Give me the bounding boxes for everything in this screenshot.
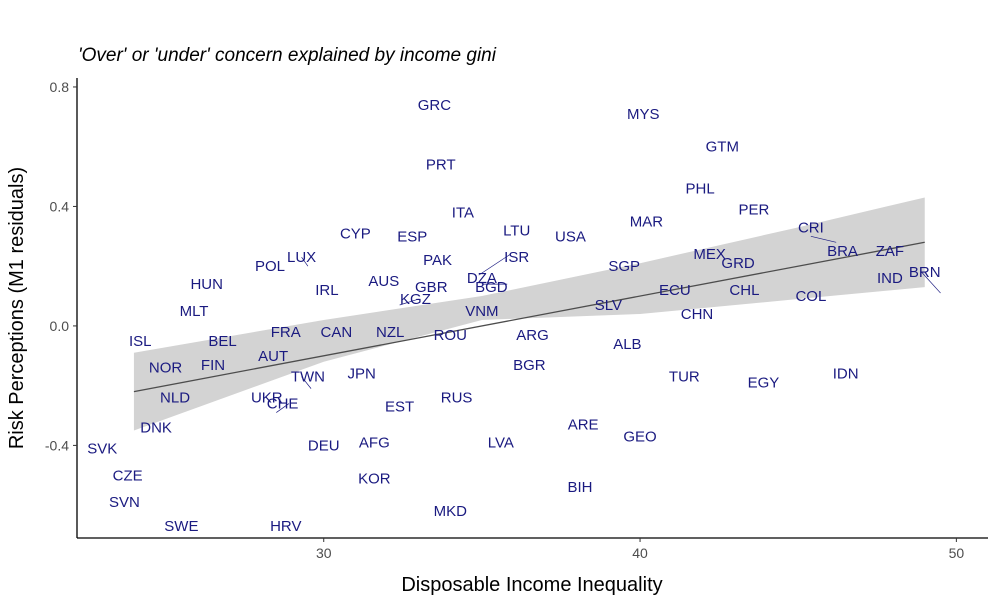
point-label-afg: AFG xyxy=(359,434,390,451)
y-tick-label: -0.4 xyxy=(45,437,69,453)
point-label-col: COL xyxy=(795,288,826,305)
leader-line xyxy=(276,403,290,413)
point-label-isr: ISR xyxy=(504,249,529,266)
point-label-usa: USA xyxy=(555,228,586,245)
point-label-swe: SWE xyxy=(164,518,198,535)
leader-line xyxy=(301,376,312,389)
point-label-kgz: KGZ xyxy=(400,291,431,308)
point-label-mex: MEX xyxy=(693,246,726,263)
point-label-fra: FRA xyxy=(271,324,301,341)
point-label-jpn: JPN xyxy=(348,366,376,383)
y-tick-label: 0.4 xyxy=(50,198,70,214)
point-label-ltu: LTU xyxy=(503,222,530,239)
point-label-slv: SLV xyxy=(595,297,622,314)
point-label-geo: GEO xyxy=(623,428,656,445)
point-label-esp: ESP xyxy=(397,228,427,245)
chart-title: 'Over' or 'under' concern explained by i… xyxy=(78,45,497,66)
point-label-idn: IDN xyxy=(833,366,859,383)
axes: -0.4 0.0 0.4 0.8 30 40 50 xyxy=(45,78,988,561)
point-label-are: ARE xyxy=(568,416,599,433)
leader-line xyxy=(301,257,309,267)
x-tick-label: 30 xyxy=(316,545,332,561)
point-label-fin: FIN xyxy=(201,357,225,374)
point-label-rus: RUS xyxy=(441,390,473,407)
point-label-twn: TWN xyxy=(291,369,325,386)
confidence-band xyxy=(133,197,925,431)
point-label-aut: AUT xyxy=(258,348,288,365)
point-label-aus: AUS xyxy=(368,273,399,290)
point-label-hun: HUN xyxy=(190,276,223,293)
point-label-rou: ROU xyxy=(434,327,467,344)
point-label-phl: PHL xyxy=(686,181,715,198)
point-label-arg: ARG xyxy=(516,327,549,344)
point-label-bel: BEL xyxy=(208,333,236,350)
leader-line xyxy=(478,253,511,276)
point-label-svk: SVK xyxy=(87,440,117,457)
point-label-bgr: BGR xyxy=(513,357,546,374)
point-label-mar: MAR xyxy=(630,213,664,230)
point-label-isl: ISL xyxy=(129,333,152,350)
point-label-lva: LVA xyxy=(488,434,514,451)
point-label-deu: DEU xyxy=(308,437,340,454)
point-label-cze: CZE xyxy=(113,467,143,484)
leader-line xyxy=(921,271,941,294)
point-label-bra: BRA xyxy=(827,243,858,260)
point-label-che: CHE xyxy=(267,396,299,413)
leader-line xyxy=(399,298,419,306)
point-label-dza: DZA xyxy=(467,270,497,287)
regression-line xyxy=(133,241,925,393)
point-label-irl: IRL xyxy=(315,282,338,299)
point-label-nor: NOR xyxy=(149,360,183,377)
point-label-vnm: VNM xyxy=(465,303,498,320)
point-label-cyp: CYP xyxy=(340,225,371,242)
point-label-nzl: NZL xyxy=(376,324,404,341)
point-label-mys: MYS xyxy=(627,106,660,123)
point-label-svn: SVN xyxy=(109,494,140,511)
point-label-cri: CRI xyxy=(798,219,824,236)
point-label-pak: PAK xyxy=(423,252,452,269)
point-label-chn: CHN xyxy=(681,306,714,323)
point-label-per: PER xyxy=(739,201,770,218)
point-label-ukr: UKR xyxy=(251,390,283,407)
point-label-grd: GRD xyxy=(721,255,755,272)
leader-line xyxy=(810,235,837,243)
label-leaders xyxy=(276,235,941,413)
y-tick-label: 0.8 xyxy=(50,79,70,95)
point-label-ind: IND xyxy=(877,270,903,287)
point-label-ita: ITA xyxy=(452,204,474,221)
point-label-bgd: BGD xyxy=(475,279,508,296)
point-labels: GRC MYS GTM PRT PHL PER ITA MAR CRI LTU CYP ESP USA L… xyxy=(87,97,940,535)
confidence-band-area xyxy=(133,197,925,431)
point-label-pol: POL xyxy=(255,258,285,275)
point-label-mlt: MLT xyxy=(180,303,209,320)
point-label-grc: GRC xyxy=(418,97,452,114)
point-label-gtm: GTM xyxy=(706,139,739,156)
point-label-tur: TUR xyxy=(669,369,700,386)
point-label-ecu: ECU xyxy=(659,282,691,299)
x-axis-title: Disposable Income Inequality xyxy=(401,574,662,596)
point-label-nld: NLD xyxy=(160,390,190,407)
x-tick-label: 50 xyxy=(949,545,965,561)
point-label-gbr: GBR xyxy=(415,279,448,296)
point-label-lux: LUX xyxy=(287,249,316,266)
point-label-hrv: HRV xyxy=(270,518,301,535)
point-label-alb: ALB xyxy=(613,336,641,353)
point-label-brn: BRN xyxy=(909,264,941,281)
x-tick-label: 40 xyxy=(632,545,648,561)
point-label-zaf: ZAF xyxy=(876,243,904,260)
point-label-sgp: SGP xyxy=(608,258,640,275)
point-label-est: EST xyxy=(385,399,414,416)
point-label-bih: BIH xyxy=(567,479,592,496)
point-label-mkd: MKD xyxy=(434,503,468,520)
point-label-prt: PRT xyxy=(426,157,456,174)
y-axis-title: Risk Perceptions (M1 residuals) xyxy=(6,167,28,449)
y-tick-label: 0.0 xyxy=(50,318,70,334)
point-label-dnk: DNK xyxy=(140,419,172,436)
point-label-egy: EGY xyxy=(748,375,780,392)
fit-line xyxy=(133,241,925,393)
point-label-kor: KOR xyxy=(358,470,391,487)
point-label-can: CAN xyxy=(321,324,353,341)
point-label-chl: CHL xyxy=(729,282,759,299)
